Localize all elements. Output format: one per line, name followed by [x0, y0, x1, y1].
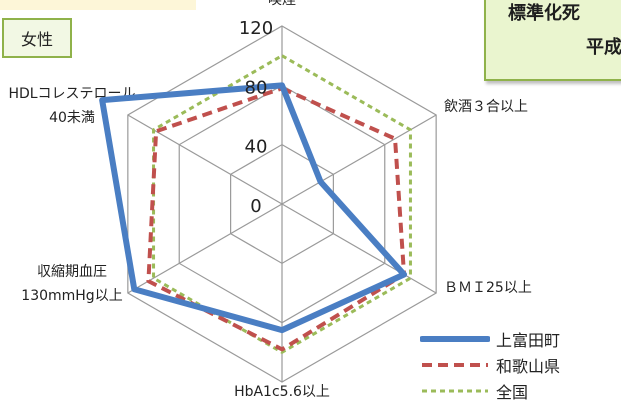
- legend-swatch-series-0: [420, 336, 490, 342]
- legend: 上富田町 和歌山県 全国: [420, 326, 560, 404]
- legend-item-series-1: 和歌山県: [420, 352, 560, 378]
- axis-spoke-1: [281, 114, 437, 205]
- series-line-2: [152, 54, 412, 354]
- tick-label-3: 120: [239, 18, 273, 39]
- sex-label: 女性: [20, 30, 53, 49]
- legend-swatch-series-2: [422, 389, 488, 393]
- series-line-0: [99, 82, 408, 334]
- axis-spoke-4: [127, 203, 283, 294]
- axis-label-1: 飲酒３合以上: [444, 99, 528, 115]
- title-line-1: 標準化死: [508, 3, 580, 24]
- tick-label-1: 40: [245, 137, 268, 158]
- axis-label-0: 喫煙: [268, 0, 296, 8]
- axis-label-4: 収縮期血圧 130mmHg以上: [21, 264, 122, 304]
- tick-label-0: 0: [250, 196, 261, 217]
- legend-item-series-0: 上富田町: [420, 326, 560, 352]
- axis-label-2: ＢＭＩ25以上: [444, 280, 532, 296]
- title-box: 標準化死 平成: [484, 0, 621, 81]
- legend-label-series-2: 全国: [496, 383, 529, 402]
- series-line-1: [146, 86, 407, 352]
- legend-item-series-2: 全国: [420, 378, 560, 404]
- tick-label-2: 80: [245, 77, 268, 98]
- axis-label-5: HDLコレステロール 40未満: [8, 86, 135, 126]
- top-band: [0, 0, 196, 10]
- axis-spoke-5: [127, 114, 283, 205]
- legend-label-series-1: 和歌山県: [496, 357, 561, 376]
- sex-label-box: 女性: [2, 18, 72, 58]
- axis-spoke-2: [281, 203, 437, 294]
- axis-label-3: HbA1c5.6以上: [234, 384, 330, 400]
- title-line-2: 平成: [586, 37, 621, 58]
- legend-swatch-series-1: [422, 363, 488, 367]
- legend-label-series-0: 上富田町: [496, 331, 561, 350]
